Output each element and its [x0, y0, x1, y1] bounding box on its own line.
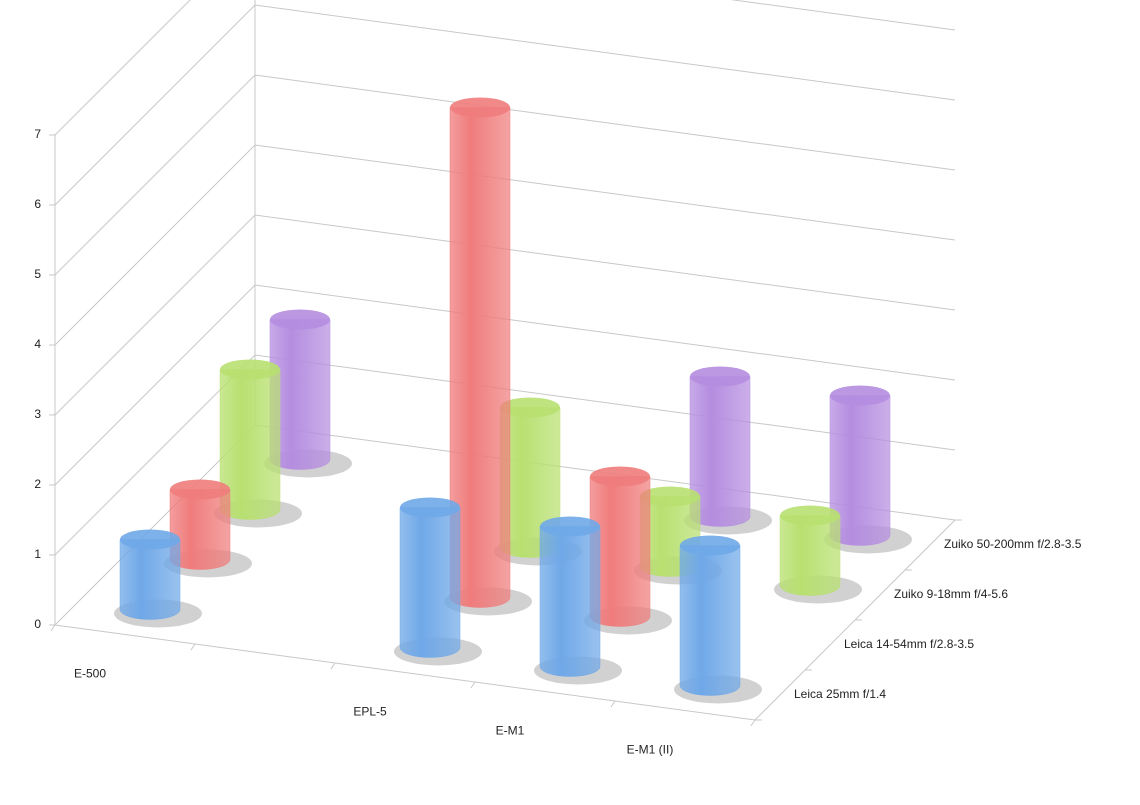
cylinder-top [590, 466, 650, 487]
cylinder-top [830, 385, 890, 406]
cylinder-top [680, 535, 740, 556]
cylinder-top [400, 497, 460, 518]
cylinder-top [450, 97, 510, 118]
cylinder-top [540, 516, 600, 537]
tick-mark [190, 643, 196, 651]
cylinder-body [539, 526, 601, 677]
tick-mark [330, 662, 336, 670]
cylinder-top [780, 505, 840, 526]
y-tick-label: 3 [34, 407, 41, 421]
tick-mark [470, 681, 476, 689]
cylinder-top [170, 479, 230, 500]
y-tick-label: 5 [34, 267, 41, 281]
tick-mark [50, 624, 56, 632]
y-tick-label: 2 [34, 477, 41, 491]
y-tick-label: 6 [34, 197, 41, 211]
x-tick-label: E-M1 [496, 724, 525, 738]
cylinder-top [220, 359, 280, 380]
cylinder-body [399, 507, 461, 658]
y-tick-label: 0 [34, 617, 41, 631]
tick-mark [610, 700, 616, 708]
x-tick-label: E-500 [74, 667, 106, 681]
x-tick-label: EPL-5 [353, 705, 387, 719]
cylinder-top [690, 366, 750, 387]
legend-label: Zuiko 50-200mm f/2.8-3.5 [944, 537, 1082, 551]
y-tick-label: 7 [34, 127, 41, 141]
cylinder-body [779, 515, 841, 596]
cylinder-top [120, 529, 180, 550]
grid-line [54, 0, 956, 136]
x-tick-label: E-M1 (II) [627, 743, 674, 757]
cylinder-top [270, 309, 330, 330]
legend-label: Leica 25mm f/1.4 [794, 687, 886, 701]
y-tick-label: 1 [34, 547, 41, 561]
y-tick-label: 4 [34, 337, 41, 351]
legend-label: Leica 14-54mm f/2.8-3.5 [844, 637, 974, 651]
tick-mark [750, 719, 756, 727]
cylinder-body [679, 545, 741, 696]
legend-label: Zuiko 9-18mm f/4-5.6 [894, 587, 1008, 601]
cylinder-body [119, 539, 181, 620]
cylinder-top [500, 397, 560, 418]
cylinder-top [640, 486, 700, 507]
